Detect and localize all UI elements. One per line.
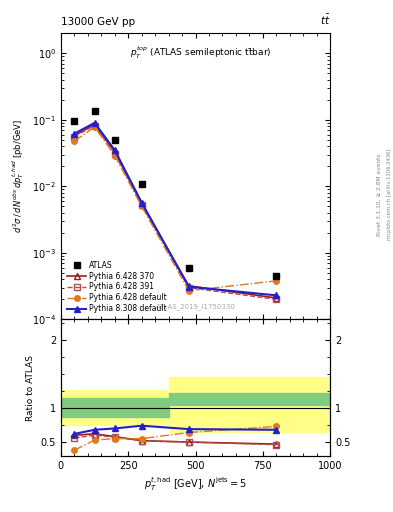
Text: 13000 GeV pp: 13000 GeV pp xyxy=(61,16,135,27)
Pythia 8.308 default xyxy=(72,131,77,137)
Pythia 6.428 370 xyxy=(92,121,97,127)
Pythia 8.308 default xyxy=(112,147,117,153)
Y-axis label: Ratio to ATLAS: Ratio to ATLAS xyxy=(26,354,35,420)
Pythia 6.428 370 xyxy=(274,295,279,301)
Pythia 6.428 370 xyxy=(72,133,77,139)
Pythia 6.428 370 xyxy=(186,283,191,289)
ATLAS xyxy=(112,137,117,143)
Text: mcplots.cern.ch [arXiv:1306.3436]: mcplots.cern.ch [arXiv:1306.3436] xyxy=(387,149,391,240)
ATLAS xyxy=(140,181,144,187)
Pythia 6.428 391 xyxy=(112,151,117,157)
Pythia 6.428 391 xyxy=(140,202,144,208)
ATLAS xyxy=(274,273,279,279)
ATLAS xyxy=(92,108,97,114)
X-axis label: $p_T^{t,\mathrm{had}}$ [GeV], $N^{\mathrm{jets}}=5$: $p_T^{t,\mathrm{had}}$ [GeV], $N^{\mathr… xyxy=(144,476,247,493)
Line: Pythia 8.308 default: Pythia 8.308 default xyxy=(71,119,280,299)
Pythia 6.428 default xyxy=(186,288,191,294)
Pythia 6.428 default xyxy=(274,278,279,284)
Text: $p_T^{top}$ (ATLAS semileptonic tt̄bar): $p_T^{top}$ (ATLAS semileptonic tt̄bar) xyxy=(130,45,272,60)
Pythia 8.308 default xyxy=(92,120,97,126)
Pythia 6.428 default xyxy=(92,124,97,130)
Legend: ATLAS, Pythia 6.428 370, Pythia 6.428 391, Pythia 6.428 default, Pythia 8.308 de: ATLAS, Pythia 6.428 370, Pythia 6.428 39… xyxy=(65,259,169,315)
Line: ATLAS: ATLAS xyxy=(71,108,280,280)
Pythia 8.308 default xyxy=(274,292,279,298)
ATLAS xyxy=(72,118,77,124)
Pythia 8.308 default xyxy=(140,200,144,206)
Pythia 6.428 370 xyxy=(112,149,117,155)
ATLAS xyxy=(186,265,191,271)
Line: Pythia 6.428 default: Pythia 6.428 default xyxy=(72,124,279,293)
Pythia 6.428 default xyxy=(72,138,77,144)
Pythia 6.428 391 xyxy=(92,122,97,129)
Text: $t\bar{t}$: $t\bar{t}$ xyxy=(320,12,330,27)
Pythia 8.308 default xyxy=(186,284,191,290)
Line: Pythia 6.428 391: Pythia 6.428 391 xyxy=(72,123,279,302)
Text: ATLAS_2019_I1750330: ATLAS_2019_I1750330 xyxy=(156,303,235,310)
Pythia 6.428 391 xyxy=(186,285,191,291)
Pythia 6.428 391 xyxy=(274,296,279,303)
Line: Pythia 6.428 370: Pythia 6.428 370 xyxy=(72,122,279,301)
Pythia 6.428 default xyxy=(112,153,117,159)
Pythia 6.428 370 xyxy=(140,201,144,207)
Text: Rivet 3.1.10, ≥ 2.8M events: Rivet 3.1.10, ≥ 2.8M events xyxy=(377,153,382,236)
Pythia 6.428 default xyxy=(140,203,144,209)
Y-axis label: $d^2\sigma\,/\,dN^{obs}\,dp_T^{t,had}$ [pb/GeV]: $d^2\sigma\,/\,dN^{obs}\,dp_T^{t,had}$ [… xyxy=(11,119,26,233)
Pythia 6.428 391 xyxy=(72,134,77,140)
